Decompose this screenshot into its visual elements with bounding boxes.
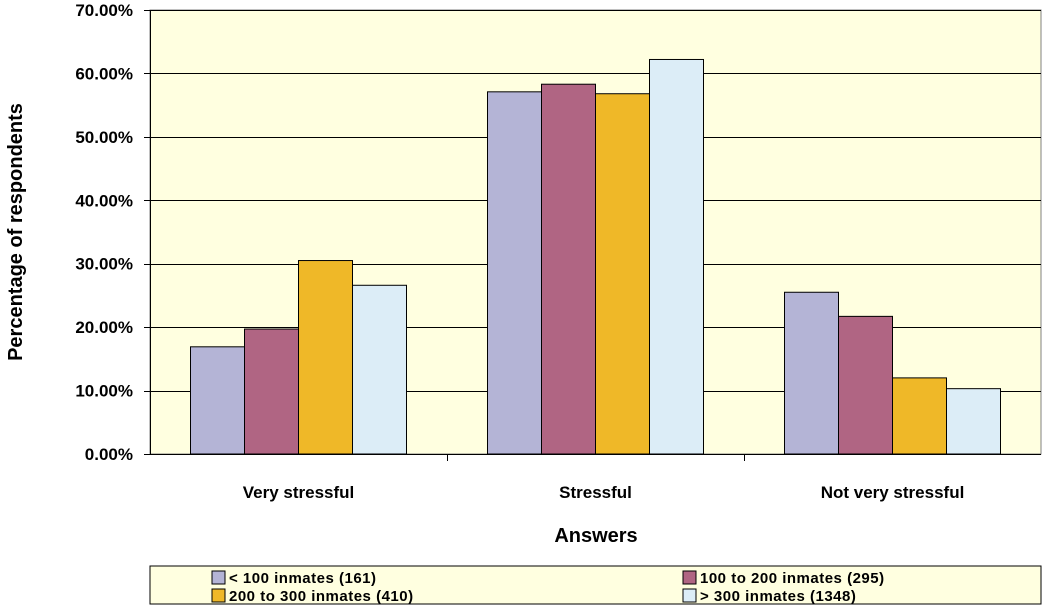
x-tick-label: Not very stressful: [821, 483, 965, 502]
bars: [190, 58, 1001, 455]
y-tick-label: 70.00%: [75, 1, 133, 20]
axes: [144, 10, 1041, 461]
x-tick-label: Stressful: [559, 483, 632, 502]
bar: [487, 91, 542, 455]
y-tick-labels: 0.00% 10.00% 20.00% 30.00% 40.00% 50.00% 60.00…: [75, 1, 133, 464]
bar: [595, 93, 650, 455]
bar: [244, 328, 299, 455]
bar: [541, 83, 596, 455]
y-tick-label: 40.00%: [75, 191, 133, 210]
legend-label: 200 to 300 inmates (410): [229, 588, 414, 605]
bar: [784, 291, 839, 455]
legend-label: 100 to 200 inmates (295): [700, 570, 885, 587]
legend-swatch: [211, 588, 226, 603]
legend-swatch: [682, 570, 697, 585]
legend-box: [149, 565, 1042, 605]
legend-label: > 300 inmates (1348): [700, 588, 856, 605]
legend-swatch: [682, 588, 697, 603]
bar: [946, 388, 1001, 455]
bar: [649, 58, 704, 455]
bar: [352, 284, 407, 455]
y-tick-label: 0.00%: [85, 445, 133, 464]
x-axis-title: Answers: [554, 525, 637, 547]
bar: [838, 315, 893, 455]
y-tick-label: 10.00%: [75, 382, 133, 401]
y-tick-label: 20.00%: [75, 318, 133, 337]
x-tick-label: Very stressful: [243, 483, 355, 502]
bar: [190, 346, 245, 455]
y-axis-title: Percentage of respondents: [5, 103, 27, 361]
y-tick-label: 50.00%: [75, 128, 133, 147]
bar: [892, 377, 947, 455]
y-tick-label: 30.00%: [75, 255, 133, 274]
legend-label: < 100 inmates (161): [229, 570, 377, 587]
legend: < 100 inmates (161) 100 to 200 inmates (2…: [149, 565, 1042, 605]
y-tick-label: 60.00%: [75, 64, 133, 83]
x-tick-labels: Very stressful Stressful Not very stressfu…: [243, 483, 965, 502]
legend-swatch: [211, 570, 226, 585]
bar: [298, 260, 353, 455]
